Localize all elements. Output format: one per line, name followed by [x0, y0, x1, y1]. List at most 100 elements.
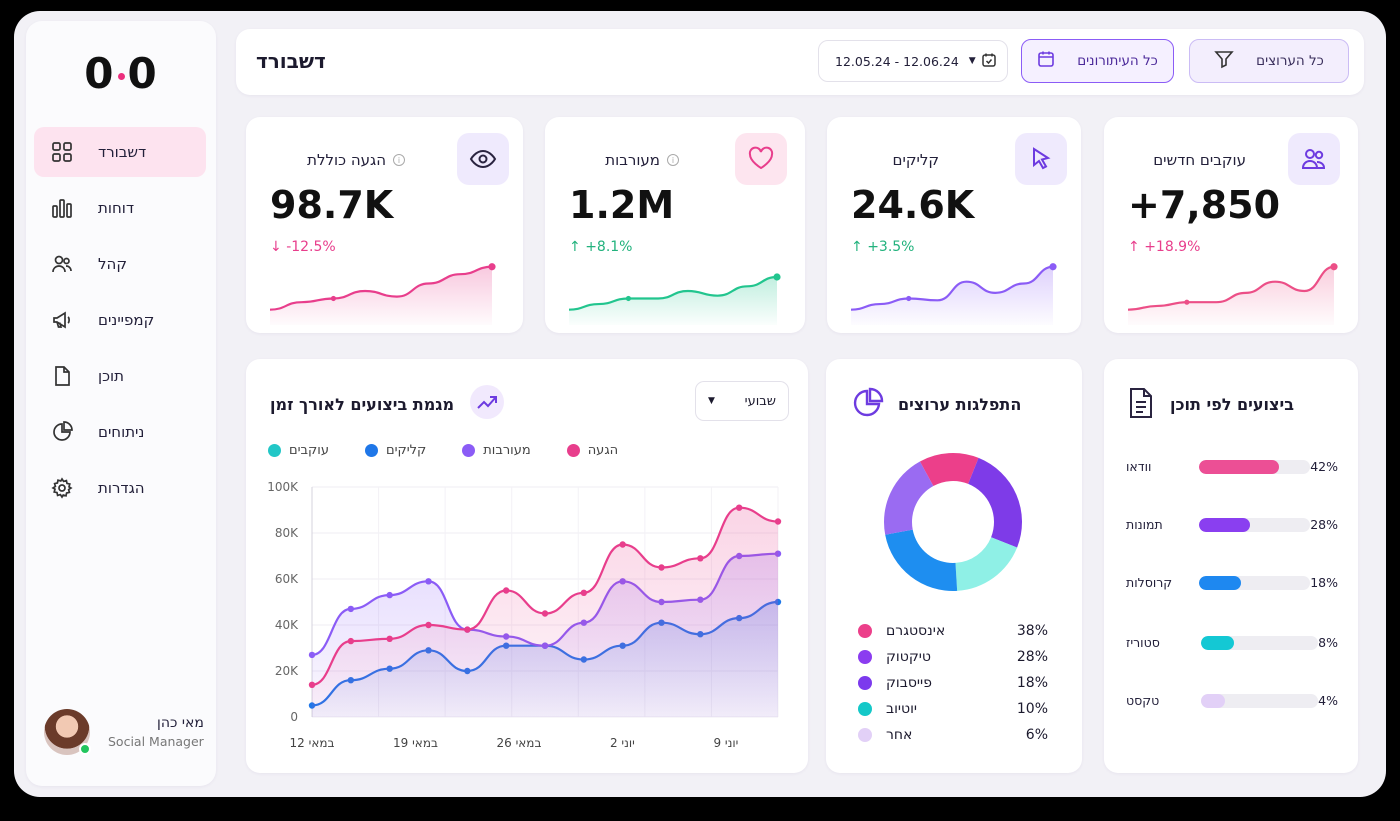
sidebar-item-settings[interactable]: הגדרות [34, 463, 206, 513]
grid-icon [50, 140, 74, 164]
stat-card-engagement[interactable]: מעורבות i 1.2M ↑ +8.1% [545, 117, 805, 333]
stat-card-clicks[interactable]: קליקים 24.6K ↑ +3.5% [827, 117, 1081, 333]
sparkline-area [851, 266, 1053, 325]
date-range-picker[interactable]: 12.05.24 - 12.06.24 ▼ [818, 40, 1008, 82]
filter-icon [1214, 49, 1234, 73]
trend-chart-title: מגמת ביצועים לאורך זמן [270, 395, 455, 414]
channels-filter-label: כל הערוצים [1256, 53, 1324, 69]
progress-fill [1201, 635, 1235, 650]
stat-card-reach[interactable]: הגעה כוללת i 98.7K ↓ -12.5% [246, 117, 523, 333]
progress-bar [1201, 635, 1319, 650]
legend-dot [858, 650, 872, 664]
progress-bar [1198, 575, 1311, 590]
data-point [619, 541, 626, 548]
chart-legend: עוקבים קליקים מעורבות הגעה [268, 443, 618, 458]
events-filter-button[interactable]: כל העיתורונים [1021, 39, 1174, 83]
legend-item[interactable]: מעורבות [462, 443, 531, 458]
legend-dot [462, 444, 476, 457]
cursor-icon [1015, 133, 1067, 185]
sparkline-chart [850, 263, 1057, 325]
legend-dot [364, 444, 378, 457]
progress-bar [1198, 459, 1311, 474]
calendar-icon [1037, 50, 1055, 72]
stat-delta: ↑ +8.1% [569, 239, 633, 255]
data-point [308, 651, 316, 659]
sparkline-point [1184, 299, 1190, 305]
legend-item[interactable]: קליקים [364, 443, 426, 458]
sparkline-area [569, 277, 777, 325]
y-tick-label: 20K [275, 664, 299, 678]
legend-item[interactable]: עוקבים [268, 443, 329, 458]
sidebar-item-dashboard[interactable]: דשבורד [34, 127, 206, 177]
distribution-title: התפלגות ערוצים [898, 395, 1022, 414]
legend-dot [858, 728, 872, 742]
user-name: מאי כהן [157, 715, 204, 731]
donut-slice [968, 457, 1022, 548]
data-point [658, 564, 665, 571]
data-point [386, 591, 393, 599]
chevron-down-icon: ▼ [968, 56, 976, 66]
data-point [464, 626, 471, 633]
sidebar-item-audience[interactable]: קהל [34, 239, 206, 289]
sidebar-item-label: קהל [98, 255, 127, 273]
data-point [774, 518, 782, 525]
top-header: דשבורד 12.05.24 - 12.06.24 ▼ כל העיתורונ… [236, 29, 1364, 95]
arrow-down-icon: ↓ [270, 239, 282, 255]
stat-value: 24.6K [851, 183, 975, 227]
sidebar-item-campaigns[interactable]: קמפיינים [34, 295, 206, 345]
progress-bar [1201, 693, 1319, 708]
sparkline-point [906, 295, 912, 302]
stat-delta: ↑ +18.9% [1128, 239, 1201, 255]
info-icon[interactable]: i [393, 154, 405, 166]
sidebar-item-label: ניתוחים [98, 423, 145, 441]
content-row: וודאו 42% [1126, 459, 1338, 474]
sparkline-point [773, 273, 781, 281]
period-select-value: שבועי [744, 393, 776, 409]
content-performance-card: ביצועים לפי תוכן וודאו 42% תמונות 28% קרוס… [1104, 359, 1358, 773]
donut-chart[interactable] [870, 439, 1036, 605]
stat-card-new-followers[interactable]: עוקבים חדשים +7,850 ↑ +18.9% [1104, 117, 1358, 333]
stat-value: 98.7K [270, 183, 394, 227]
stat-title: עוקבים חדשים [1153, 151, 1246, 169]
data-point [697, 555, 704, 562]
y-tick-label: 40K [275, 618, 299, 632]
stat-title: קליקים [892, 151, 939, 169]
data-point [541, 610, 549, 617]
trend-area-chart[interactable]: 0 20K 40K 60K 80K 100K 12 במאי 19 במאי 26 במאי 2 … [246, 469, 808, 759]
period-select[interactable]: ▼ שבועי [695, 381, 789, 421]
x-tick-label: 9 יוני [713, 736, 738, 750]
stat-title: הגעה כוללת i [307, 151, 405, 169]
legend-item[interactable]: הגעה [566, 443, 618, 458]
y-tick-label: 60K [275, 572, 299, 586]
distribution-row: טיקטוק 28% [858, 649, 1048, 665]
sidebar-item-analytics[interactable]: ניתוחים [34, 407, 206, 457]
legend-dot [858, 676, 872, 690]
calendar-check-icon [981, 52, 997, 71]
y-tick-label: 80K [275, 526, 299, 540]
x-tick-label: 2 יוני [610, 736, 635, 750]
distribution-row: אינסטגרם 38% [858, 623, 1048, 639]
sparkline-point [625, 295, 632, 302]
donut-slice [919, 453, 979, 487]
sidebar-item-content[interactable]: תוכן [34, 351, 206, 401]
sparkline-chart [568, 273, 781, 325]
arrow-up-icon: ↑ [851, 239, 863, 255]
user-profile[interactable]: מאי כהן Social Manager [44, 709, 204, 755]
sidebar-item-reports[interactable]: דוחות [34, 183, 206, 233]
sparkline-point [488, 263, 496, 271]
content-row: סטוריז 8% [1126, 635, 1338, 650]
series-area [312, 507, 778, 717]
x-tick-label: 26 במאי [497, 736, 542, 750]
heart-icon [735, 133, 787, 185]
sidebar-item-label: הגדרות [98, 479, 145, 497]
sidebar-item-label: תוכן [98, 367, 124, 385]
info-icon[interactable]: i [667, 154, 679, 166]
progress-bar [1198, 517, 1311, 532]
data-point [735, 504, 743, 511]
progress-fill [1201, 693, 1225, 708]
channels-filter-button[interactable]: כל הערוצים [1189, 39, 1349, 83]
online-status-dot [79, 743, 91, 755]
sparkline-area [270, 266, 492, 325]
